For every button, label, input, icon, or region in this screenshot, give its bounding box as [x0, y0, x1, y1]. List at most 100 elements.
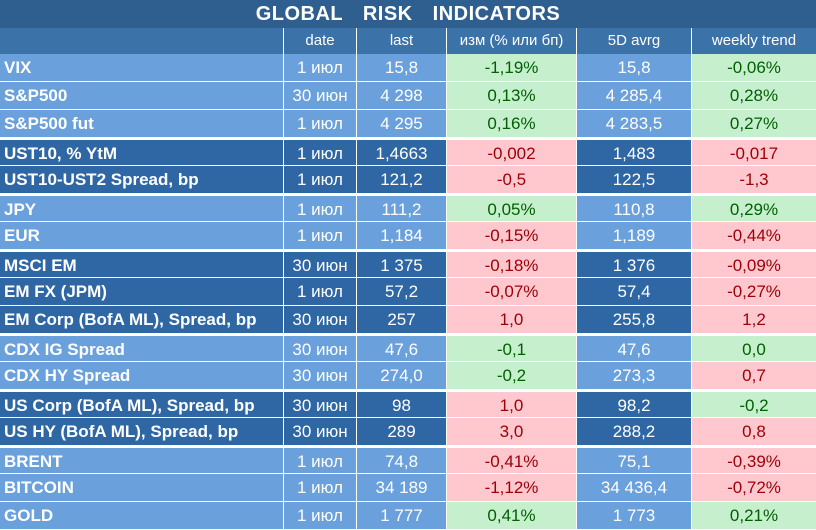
weekly-trend-cell: 0,8: [691, 418, 816, 446]
indicator-name-cell: EM Corp (BofA ML), Spread, bp: [0, 306, 283, 334]
date-cell: 30 июн: [283, 418, 356, 446]
indicator-name-cell: BITCOIN: [0, 474, 283, 502]
table-row: MSCI EM 30 июн 1 375 -0,18% 1 376 -0,09%: [0, 250, 816, 278]
5d-average-cell: 273,3: [576, 362, 691, 390]
column-header-row: date last изм (% или бп) 5D avrg weekly …: [0, 28, 816, 54]
5d-average-cell: 57,4: [576, 278, 691, 306]
last-value-cell: 15,8: [356, 54, 446, 82]
last-value-cell: 1 375: [356, 250, 446, 278]
change-cell: -1,12%: [446, 474, 576, 502]
5d-average-cell: 1 376: [576, 250, 691, 278]
5d-average-cell: 4 285,4: [576, 82, 691, 110]
last-value-cell: 1,4663: [356, 138, 446, 166]
change-cell: -0,002: [446, 138, 576, 166]
date-cell: 1 июл: [283, 502, 356, 530]
change-cell: 3,0: [446, 418, 576, 446]
last-value-cell: 289: [356, 418, 446, 446]
change-cell: -0,41%: [446, 446, 576, 474]
weekly-trend-cell: -0,44%: [691, 222, 816, 250]
weekly-trend-cell: 0,0: [691, 334, 816, 362]
date-cell: 30 июн: [283, 334, 356, 362]
date-cell: 30 июн: [283, 250, 356, 278]
date-cell: 1 июл: [283, 474, 356, 502]
date-cell: 30 июн: [283, 82, 356, 110]
date-cell: 1 июл: [283, 138, 356, 166]
weekly-trend-cell: 0,7: [691, 362, 816, 390]
table-row: CDX IG Spread 30 июн 47,6 -0,1 47,6 0,0: [0, 334, 816, 362]
change-cell: -0,2: [446, 362, 576, 390]
last-value-cell: 1 777: [356, 502, 446, 530]
change-cell: 0,16%: [446, 110, 576, 138]
weekly-trend-cell: -0,09%: [691, 250, 816, 278]
date-cell: 30 июн: [283, 390, 356, 418]
indicator-name-cell: US Corp (BofA ML), Spread, bp: [0, 390, 283, 418]
5d-average-cell: 4 283,5: [576, 110, 691, 138]
date-cell: 1 июл: [283, 194, 356, 222]
last-value-cell: 57,2: [356, 278, 446, 306]
header-change: изм (% или бп): [446, 28, 576, 54]
change-cell: 0,41%: [446, 502, 576, 530]
last-value-cell: 111,2: [356, 194, 446, 222]
5d-average-cell: 110,8: [576, 194, 691, 222]
change-cell: -0,1: [446, 334, 576, 362]
indicator-name-cell: EUR: [0, 222, 283, 250]
last-value-cell: 4 298: [356, 82, 446, 110]
5d-average-cell: 1 773: [576, 502, 691, 530]
weekly-trend-cell: -0,017: [691, 138, 816, 166]
5d-average-cell: 34 436,4: [576, 474, 691, 502]
table-row: UST10-UST2 Spread, bp 1 июл 121,2 -0,5 122,5…: [0, 166, 816, 194]
date-cell: 1 июл: [283, 446, 356, 474]
weekly-trend-cell: 0,21%: [691, 502, 816, 530]
table-row: US Corp (BofA ML), Spread, bp 30 июн 98 1,0…: [0, 390, 816, 418]
table-row: EM Corp (BofA ML), Spread, bp 30 июн 257 1,…: [0, 306, 816, 334]
indicator-name-cell: BRENT: [0, 446, 283, 474]
last-value-cell: 98: [356, 390, 446, 418]
table-row: EUR 1 июл 1,184 -0,15% 1,189 -0,44%: [0, 222, 816, 250]
weekly-trend-cell: -0,27%: [691, 278, 816, 306]
last-value-cell: 274,0: [356, 362, 446, 390]
indicator-name-cell: S&P500 fut: [0, 110, 283, 138]
date-cell: 1 июл: [283, 54, 356, 82]
5d-average-cell: 75,1: [576, 446, 691, 474]
weekly-trend-cell: 0,29%: [691, 194, 816, 222]
change-cell: 0,13%: [446, 82, 576, 110]
indicator-name-cell: JPY: [0, 194, 283, 222]
indicator-name-cell: MSCI EM: [0, 250, 283, 278]
5d-average-cell: 47,6: [576, 334, 691, 362]
table-row: BRENT 1 июл 74,8 -0,41% 75,1 -0,39%: [0, 446, 816, 474]
table-row: BITCOIN 1 июл 34 189 -1,12% 34 436,4 -0,72%: [0, 474, 816, 502]
date-cell: 30 июн: [283, 362, 356, 390]
change-cell: -0,5: [446, 166, 576, 194]
last-value-cell: 1,184: [356, 222, 446, 250]
5d-average-cell: 15,8: [576, 54, 691, 82]
table-row: CDX HY Spread 30 июн 274,0 -0,2 273,3 0,7: [0, 362, 816, 390]
table-row: UST10, % YtM 1 июл 1,4663 -0,002 1,483 -0,017: [0, 138, 816, 166]
indicator-name-cell: S&P500: [0, 82, 283, 110]
table-row: JPY 1 июл 111,2 0,05% 110,8 0,29%: [0, 194, 816, 222]
5d-average-cell: 98,2: [576, 390, 691, 418]
date-cell: 1 июл: [283, 222, 356, 250]
table-row: S&P500 30 июн 4 298 0,13% 4 285,4 0,28%: [0, 82, 816, 110]
last-value-cell: 121,2: [356, 166, 446, 194]
table-row: VIX 1 июл 15,8 -1,19% 15,8 -0,06%: [0, 54, 816, 82]
change-cell: -0,18%: [446, 250, 576, 278]
5d-average-cell: 255,8: [576, 306, 691, 334]
date-cell: 1 июл: [283, 278, 356, 306]
5d-average-cell: 288,2: [576, 418, 691, 446]
header-weekly-trend: weekly trend: [691, 28, 816, 54]
last-value-cell: 4 295: [356, 110, 446, 138]
header-last: last: [356, 28, 446, 54]
header-date: date: [283, 28, 356, 54]
weekly-trend-cell: -0,39%: [691, 446, 816, 474]
5d-average-cell: 1,189: [576, 222, 691, 250]
5d-average-cell: 1,483: [576, 138, 691, 166]
sheet-title: GLOBAL RISK INDICATORS: [0, 0, 816, 28]
indicator-name-cell: VIX: [0, 54, 283, 82]
table-row: EM FX (JPM) 1 июл 57,2 -0,07% 57,4 -0,27%: [0, 278, 816, 306]
weekly-trend-cell: -0,2: [691, 390, 816, 418]
indicator-name-cell: CDX HY Spread: [0, 362, 283, 390]
indicator-name-cell: US HY (BofA ML), Spread, bp: [0, 418, 283, 446]
change-cell: -0,15%: [446, 222, 576, 250]
weekly-trend-cell: -0,06%: [691, 54, 816, 82]
indicator-name-cell: UST10-UST2 Spread, bp: [0, 166, 283, 194]
